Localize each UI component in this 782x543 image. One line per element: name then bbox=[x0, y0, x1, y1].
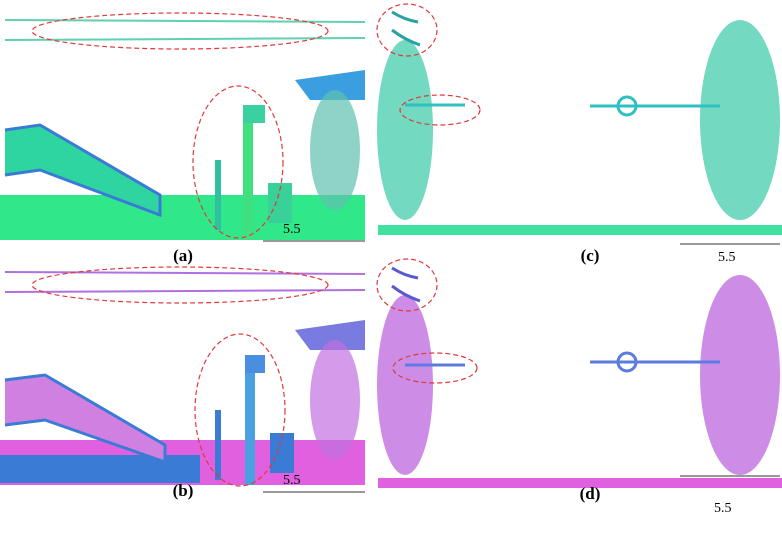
highlight bbox=[376, 3, 438, 57]
lamp bbox=[215, 160, 221, 230]
sign bbox=[616, 95, 638, 117]
tree bbox=[377, 40, 433, 220]
highlight bbox=[31, 266, 329, 304]
panel-b bbox=[0, 266, 366, 493]
overpass bbox=[295, 320, 365, 350]
tree bbox=[700, 20, 780, 220]
signal bbox=[243, 105, 265, 123]
sign bbox=[616, 351, 638, 373]
box bbox=[270, 433, 294, 473]
overpass bbox=[295, 70, 365, 100]
wire bbox=[391, 266, 421, 303]
tree bbox=[700, 275, 780, 475]
scale-text: 5.5 bbox=[283, 222, 301, 237]
panel-label: (d) bbox=[580, 484, 601, 503]
ground-shade bbox=[0, 455, 200, 483]
lamp bbox=[215, 410, 221, 480]
scale-text: 5.5 bbox=[714, 501, 732, 516]
bridge bbox=[4, 123, 162, 218]
panel-a bbox=[0, 12, 366, 242]
wire bbox=[4, 271, 366, 275]
ground bbox=[378, 478, 782, 488]
pole bbox=[245, 360, 255, 485]
highlight bbox=[392, 352, 478, 384]
ground bbox=[0, 195, 365, 240]
ground bbox=[378, 225, 782, 235]
tree bbox=[310, 90, 360, 210]
bridge bbox=[4, 373, 167, 465]
highlight bbox=[31, 12, 329, 50]
wire bbox=[391, 10, 421, 47]
panel-label: (b) bbox=[173, 481, 194, 500]
wire bbox=[4, 37, 366, 41]
panel-c bbox=[376, 3, 782, 245]
scale-text: 5.5 bbox=[718, 250, 736, 265]
panel-label: (c) bbox=[581, 246, 600, 265]
tree bbox=[310, 340, 360, 460]
highlight bbox=[194, 333, 286, 487]
signal bbox=[245, 355, 265, 373]
scale-text: 5.5 bbox=[283, 473, 301, 488]
panel-d bbox=[376, 258, 782, 488]
tree bbox=[377, 295, 433, 475]
highlight bbox=[399, 94, 481, 126]
wire bbox=[4, 289, 366, 293]
highlight bbox=[376, 258, 438, 312]
panel-label: (a) bbox=[173, 246, 193, 265]
pole bbox=[243, 110, 253, 240]
highlight bbox=[192, 85, 284, 239]
